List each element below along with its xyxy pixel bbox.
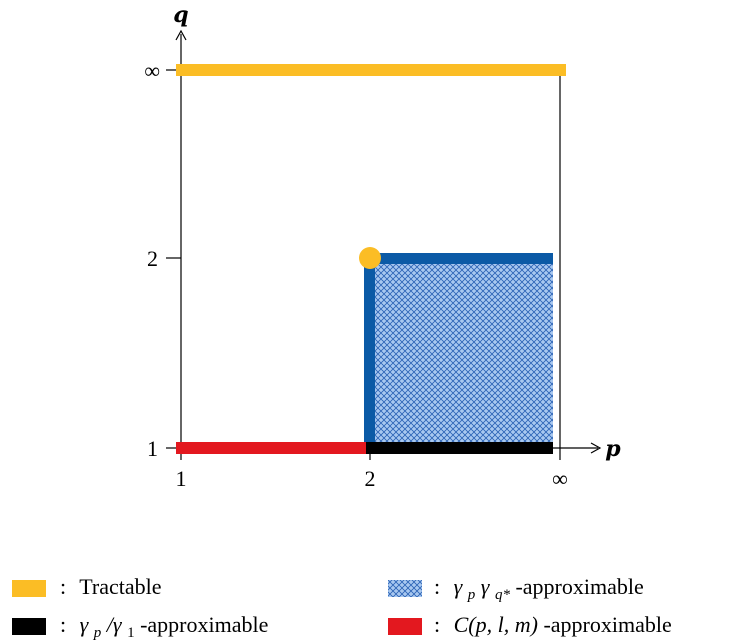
x-tick-label-inf: ∞ — [552, 466, 568, 491]
legend-gamma-1-div: /γ — [105, 612, 123, 637]
legend-item-tractable: : Tractable — [12, 574, 162, 599]
legend-text-tractable: Tractable — [79, 574, 161, 599]
tractable-point — [359, 247, 381, 269]
x-tick-label-2: 2 — [365, 466, 376, 491]
legend-swatch-red — [388, 618, 422, 635]
y-tick-label-inf: ∞ — [144, 58, 160, 83]
black-bar — [366, 442, 553, 454]
legend-sub-2: q* — [495, 587, 511, 603]
blue-top-edge — [364, 253, 553, 264]
legend-sub-1: 1 — [127, 625, 135, 641]
legend: : Tractable : γ p γ q* -approximable : γ… — [12, 574, 672, 642]
svg-text:: Tractable: : Tractable — [60, 574, 162, 599]
y-axis-label: q — [173, 2, 188, 28]
svg-text:: C(p, l, m) -: : C(p, l, m) -approximable — [434, 612, 672, 637]
legend-suffix-red: -approximable — [543, 612, 671, 637]
legend-item-hatched: : γ p γ q* -approximable — [388, 574, 644, 604]
y-tick-label-2: 2 — [147, 246, 158, 271]
x-tick-label-1: 1 — [176, 466, 187, 491]
x-axis-arrow-icon — [590, 442, 602, 454]
legend-separator: : — [60, 612, 66, 637]
legend-gamma-p: γ — [80, 612, 90, 637]
legend-separator: : — [60, 574, 66, 599]
legend-sub-1: p — [467, 587, 476, 603]
y-axis-arrow-icon — [175, 29, 187, 41]
legend-gamma-1: γ — [454, 574, 464, 599]
legend-swatch-tractable — [12, 580, 46, 597]
legend-item-black: : γ p /γ 1 -approximable — [12, 612, 268, 642]
tractable-bar — [176, 64, 566, 76]
legend-separator: : — [434, 574, 440, 599]
legend-suffix-hatched: -approximable — [515, 574, 643, 599]
legend-c-function: C(p, l, m) — [454, 612, 538, 637]
red-bar — [176, 442, 366, 454]
hatched-region — [370, 258, 553, 444]
legend-swatch-black — [12, 618, 46, 635]
legend-item-red: : C(p, l, m) -approximable — [388, 612, 672, 637]
blue-left-edge — [364, 253, 375, 448]
legend-swatch-hatched — [388, 580, 422, 597]
legend-separator: : — [434, 612, 440, 637]
legend-gamma-2: γ — [481, 574, 491, 599]
legend-sub-p: p — [93, 625, 102, 641]
svg-text:: γ p: : γ p γ q* -approximable — [434, 574, 644, 604]
y-tick-label-1: 1 — [147, 436, 158, 461]
svg-text:: γ p: : γ p /γ 1 -approximable — [60, 612, 268, 642]
legend-suffix-black: -approximable — [140, 612, 268, 637]
x-axis-label: p — [605, 436, 621, 462]
